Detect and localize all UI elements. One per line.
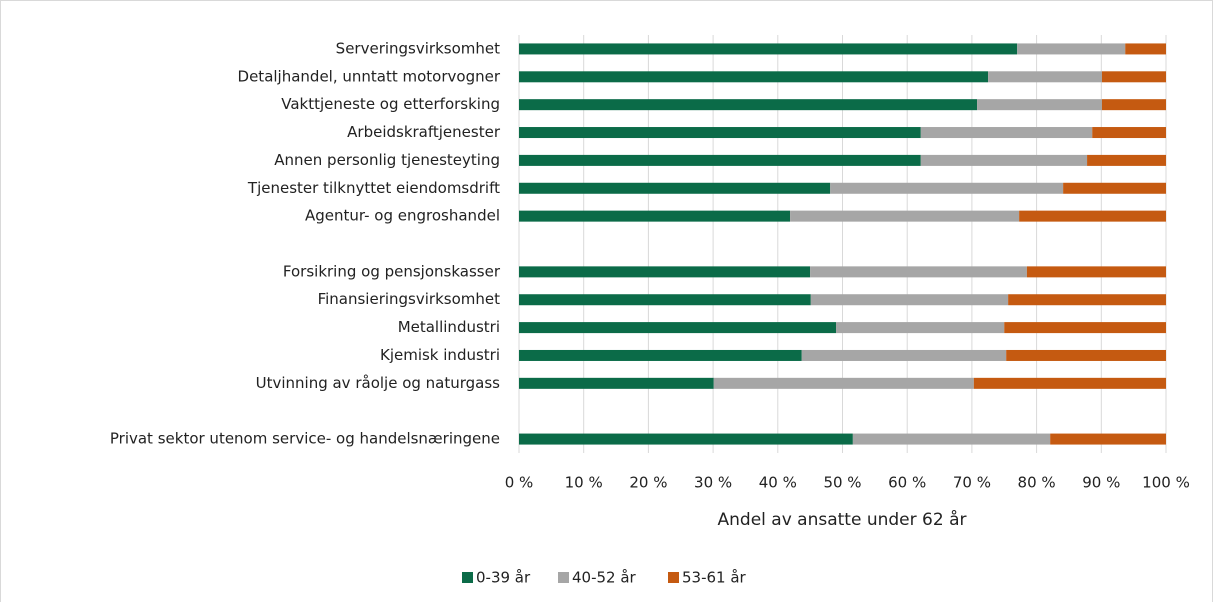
y-tick-label: Kjemisk industri (380, 346, 500, 364)
bar-segment (519, 182, 831, 194)
bar-segment (830, 182, 1064, 194)
bar-segment (1101, 71, 1166, 83)
bar-segment (1101, 99, 1166, 111)
bar-segment (519, 294, 811, 306)
bar-segment (973, 377, 1166, 389)
bar-segment (519, 127, 921, 139)
bar-segment (988, 71, 1102, 83)
legend-swatch (558, 572, 569, 583)
x-tick-label: 60 % (888, 474, 926, 492)
bar-segment (852, 433, 1051, 445)
bar-segment (519, 99, 978, 111)
x-tick-label: 100 % (1142, 474, 1190, 492)
bar-segment (1050, 433, 1166, 445)
legend-label: 53-61 år (682, 569, 747, 587)
x-tick-label: 10 % (565, 474, 603, 492)
bar-segment (1008, 294, 1166, 306)
bar-segment (790, 210, 1020, 222)
bar-segment (519, 322, 837, 334)
y-tick-label: Utvinning av råolje og naturgass (256, 374, 501, 392)
bar-segment (519, 210, 791, 222)
bar-segment (519, 71, 989, 83)
y-tick-label: Serveringsvirksomhet (336, 39, 500, 57)
x-tick-label: 20 % (629, 474, 667, 492)
bar-segment (920, 127, 1093, 139)
y-tick-label: Vakttjeneste og etterforsking (281, 95, 500, 113)
y-tick-label: Privat sektor utenom service- og handels… (110, 430, 500, 448)
bar-segment (519, 433, 853, 445)
x-tick-label: 80 % (1018, 474, 1056, 492)
bar-segment (801, 349, 1007, 361)
legend-label: 40-52 år (572, 569, 637, 587)
bar-segment (1019, 210, 1166, 222)
bar-segment (810, 266, 1027, 278)
bar-segment (1087, 154, 1166, 166)
bar-segment (1017, 43, 1126, 55)
x-tick-label: 50 % (823, 474, 861, 492)
y-tick-label: Arbeidskraftjenester (347, 123, 501, 141)
bar-segment (810, 294, 1009, 306)
bar-segment (920, 154, 1088, 166)
bar-segment (519, 377, 714, 389)
y-tick-label: Metallindustri (398, 318, 500, 336)
y-tick-label: Detaljhandel, unntatt motorvogner (238, 67, 501, 85)
x-tick-label: 70 % (953, 474, 991, 492)
bar-segment (1092, 127, 1166, 139)
x-tick-label: 30 % (694, 474, 732, 492)
bar-segment (1026, 266, 1166, 278)
bar-segment (713, 377, 974, 389)
y-tick-label: Agentur- og engroshandel (305, 207, 500, 225)
bar-segment (519, 266, 811, 278)
bar-segment (519, 154, 921, 166)
bar-segment (977, 99, 1102, 111)
y-tick-label: Tjenester tilknyttet eiendomsdrift (247, 179, 500, 197)
bar-segment (1125, 43, 1166, 55)
legend-swatch (668, 572, 679, 583)
y-tick-label: Forsikring og pensjonskasser (283, 262, 501, 280)
bar-segment (836, 322, 1005, 334)
legend-swatch (462, 572, 473, 583)
bar-segment (519, 43, 1018, 55)
x-tick-label: 90 % (1082, 474, 1120, 492)
x-tick-label: 40 % (759, 474, 797, 492)
legend-label: 0-39 år (476, 569, 531, 587)
y-tick-label: Finansieringsvirksomhet (318, 290, 501, 308)
x-axis-label: Andel av ansatte under 62 år (718, 509, 967, 530)
x-tick-label: 0 % (505, 474, 534, 492)
bar-segment (1063, 182, 1166, 194)
y-tick-label: Annen personlig tjenesteyting (274, 151, 500, 169)
bar-segment (519, 349, 802, 361)
bar-segment (1004, 322, 1166, 334)
bar-segment (1006, 349, 1166, 361)
